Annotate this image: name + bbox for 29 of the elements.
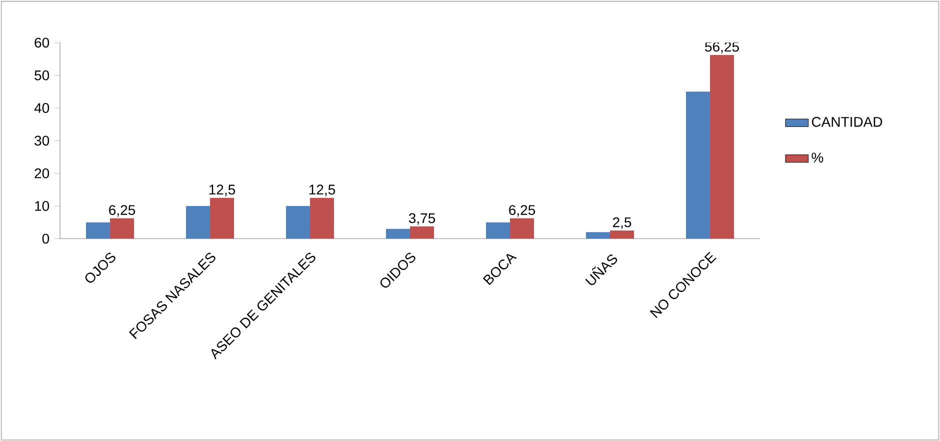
bar bbox=[610, 230, 634, 238]
bar bbox=[510, 218, 534, 238]
data-label: 6,25 bbox=[509, 204, 536, 216]
bar bbox=[110, 218, 134, 238]
data-label: 6,25 bbox=[109, 204, 136, 216]
bar bbox=[686, 92, 710, 238]
y-tick-label: 20 bbox=[34, 168, 50, 178]
y-tick-label: 50 bbox=[34, 70, 50, 80]
data-label: 12,5 bbox=[309, 184, 336, 196]
legend-label: % bbox=[812, 152, 824, 162]
bar bbox=[86, 222, 110, 238]
y-tick-label: 60 bbox=[34, 38, 50, 48]
bar bbox=[186, 206, 210, 238]
data-label: 12,5 bbox=[209, 184, 236, 196]
bar bbox=[710, 54, 734, 238]
bar bbox=[410, 226, 434, 238]
bar bbox=[286, 206, 310, 238]
y-tick-label: 0 bbox=[42, 234, 50, 244]
bar bbox=[586, 232, 610, 238]
bar bbox=[310, 198, 334, 238]
data-label: 2,5 bbox=[612, 217, 632, 229]
legend-label: CANTIDAD bbox=[812, 116, 882, 127]
y-tick-label: 30 bbox=[34, 136, 50, 146]
bar bbox=[386, 228, 410, 238]
y-tick-label: 40 bbox=[34, 102, 50, 113]
bar bbox=[486, 222, 510, 238]
bar bbox=[210, 198, 234, 238]
y-tick-label: 10 bbox=[35, 200, 50, 211]
data-label: 3,75 bbox=[408, 213, 436, 225]
